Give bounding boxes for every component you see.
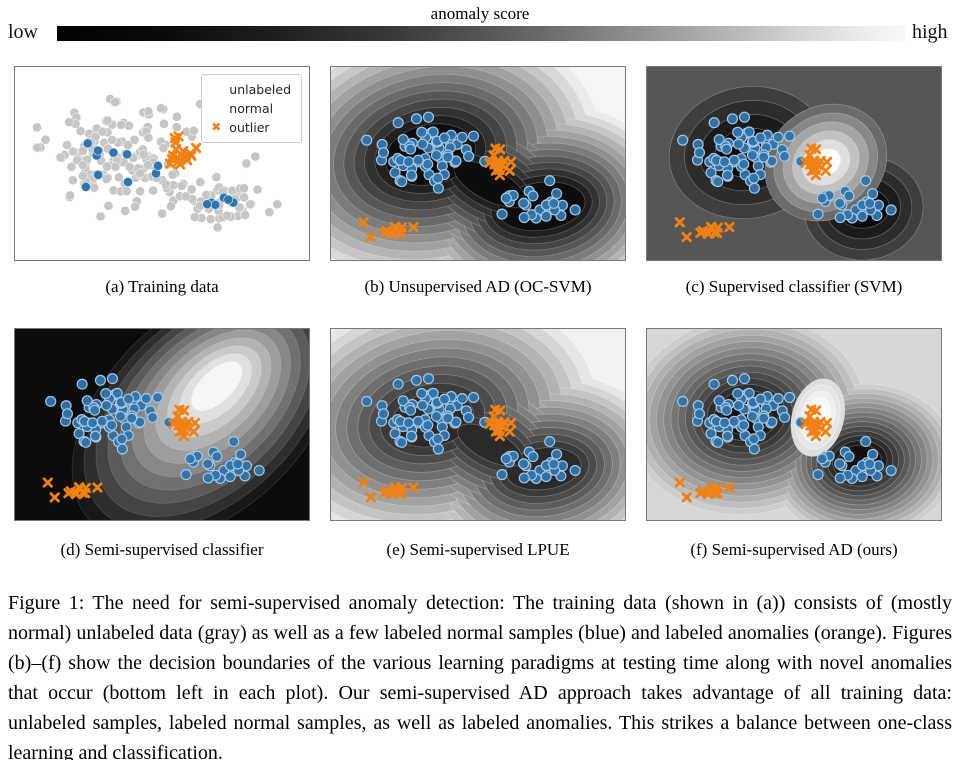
- panel-e-plot: [331, 329, 625, 520]
- legend-label: outlier: [229, 120, 270, 135]
- panel-b-plot: [331, 67, 625, 260]
- caption-e: (e) Semi-supervised LPUE: [386, 540, 570, 559]
- colorbar-high-label: high: [912, 21, 948, 43]
- panel-e-lpue: [330, 328, 626, 521]
- legend-label: normal: [229, 101, 274, 116]
- caption-b: (b) Unsupervised AD (OC-SVM): [364, 277, 592, 296]
- panel-a-training-data: unlabeled normal ✖ outlier: [14, 66, 310, 261]
- colorbar-gradient-bar: [57, 26, 905, 41]
- colorbar-title: anomaly score: [430, 4, 530, 23]
- panel-d-plot: [15, 329, 309, 520]
- caption-f: (f) Semi-supervised AD (ours): [690, 540, 898, 559]
- panel-f-plot: [647, 329, 941, 520]
- caption-c: (c) Supervised classifier (SVM): [685, 277, 903, 296]
- colorbar-low-label: low: [8, 21, 38, 43]
- legend-item-unlabeled: unlabeled: [210, 80, 291, 99]
- panel-f-ours: [646, 328, 942, 521]
- legend: unlabeled normal ✖ outlier: [201, 74, 302, 143]
- panel-b-ocsvm: [330, 66, 626, 261]
- caption-a: (a) Training data: [105, 277, 219, 296]
- figure-caption: Figure 1: The need for semi-supervised a…: [8, 592, 952, 760]
- panel-c-svm: [646, 66, 942, 261]
- legend-item-outlier: ✖ outlier: [210, 118, 291, 137]
- panel-c-plot: [647, 67, 941, 260]
- outlier-marker-icon: ✖: [211, 120, 222, 134]
- legend-item-normal: normal: [210, 99, 291, 118]
- panel-d-semisup-classifier: [14, 328, 310, 521]
- caption-d: (d) Semi-supervised classifier: [60, 540, 264, 559]
- legend-label: unlabeled: [229, 82, 291, 97]
